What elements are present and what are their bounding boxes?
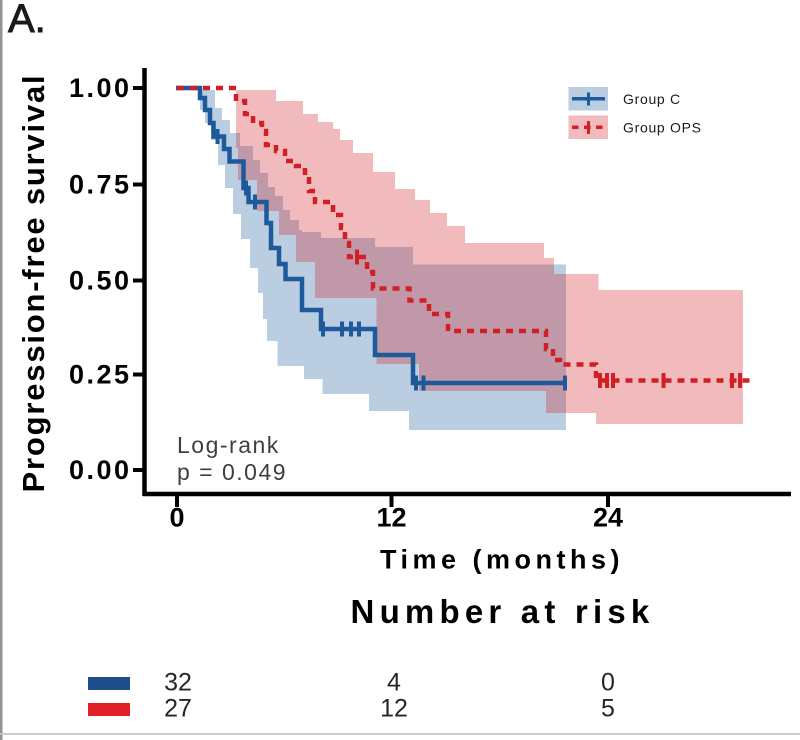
svg-text:24: 24 (593, 503, 623, 533)
svg-text:0.25: 0.25 (69, 360, 132, 390)
svg-text:4: 4 (387, 669, 401, 697)
svg-text:A.: A. (8, 0, 46, 41)
svg-text:0: 0 (601, 669, 615, 697)
svg-text:Group OPS: Group OPS (623, 120, 702, 136)
svg-text:0.50: 0.50 (69, 266, 132, 296)
svg-text:0: 0 (169, 503, 184, 533)
svg-text:27: 27 (164, 695, 192, 723)
svg-text:12: 12 (380, 695, 408, 723)
svg-text:0.00: 0.00 (69, 455, 132, 485)
svg-text:1.00: 1.00 (69, 73, 132, 103)
svg-text:12: 12 (376, 503, 406, 533)
svg-text:Progression-free survival: Progression-free survival (16, 74, 51, 493)
svg-text:0.75: 0.75 (69, 170, 132, 200)
svg-text:32: 32 (164, 669, 192, 697)
svg-text:p = 0.049: p = 0.049 (177, 459, 287, 485)
svg-text:Group C: Group C (623, 91, 681, 107)
svg-text:Time (months): Time (months) (380, 545, 624, 575)
svg-text:5: 5 (601, 695, 615, 723)
svg-text:Number at risk: Number at risk (351, 593, 655, 630)
svg-text:Log-rank: Log-rank (177, 432, 280, 458)
